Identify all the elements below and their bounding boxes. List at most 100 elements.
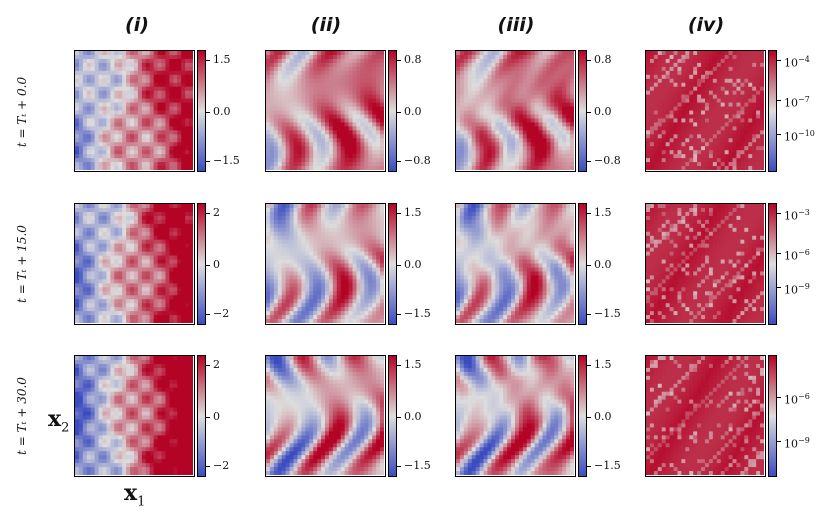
heatmap-cell bbox=[98, 146, 104, 151]
heatmap-cell bbox=[693, 150, 698, 155]
heatmap-cell bbox=[98, 54, 104, 60]
heatmap-cell bbox=[479, 54, 485, 60]
heatmap-cell bbox=[352, 51, 358, 56]
heatmap-cell bbox=[685, 98, 690, 104]
heatmap-cell bbox=[293, 162, 299, 167]
heatmap-cell bbox=[744, 106, 749, 112]
heatmap-cell bbox=[285, 207, 291, 213]
heatmap-cell bbox=[114, 259, 119, 265]
heatmap-cell bbox=[141, 138, 147, 143]
heatmap-cell bbox=[487, 62, 492, 68]
heatmap-cell bbox=[169, 162, 174, 167]
heatmap-cell bbox=[137, 255, 143, 261]
heatmap-cell bbox=[336, 54, 342, 60]
heatmap-cell bbox=[328, 166, 334, 170]
heatmap-image bbox=[266, 204, 384, 323]
heatmap-cell bbox=[75, 158, 80, 163]
heatmap-cell bbox=[328, 58, 334, 64]
heatmap-cell bbox=[459, 146, 465, 151]
heatmap-cell bbox=[724, 86, 730, 92]
heatmap-cell bbox=[562, 166, 567, 170]
heatmap-cell bbox=[90, 142, 96, 147]
heatmap-cell bbox=[344, 142, 350, 147]
heatmap-cell bbox=[157, 267, 163, 273]
heatmap-cell bbox=[153, 138, 159, 143]
heatmap-cell bbox=[522, 110, 528, 116]
heatmap-cell bbox=[165, 243, 170, 249]
heatmap-cell bbox=[78, 211, 84, 217]
heatmap-cell bbox=[185, 134, 190, 139]
heatmap-cell bbox=[173, 299, 178, 304]
heatmap-cell bbox=[90, 66, 96, 72]
heatmap-cell bbox=[344, 58, 350, 64]
x-axis-label: x1 bbox=[124, 480, 146, 510]
heatmap-cell bbox=[705, 90, 710, 96]
heatmap-cell bbox=[760, 118, 764, 123]
heatmap-cell bbox=[693, 158, 698, 163]
heatmap-cell bbox=[467, 150, 473, 155]
heatmap-cell bbox=[266, 78, 271, 84]
heatmap-cell bbox=[281, 263, 287, 269]
heatmap-cell bbox=[277, 239, 283, 245]
heatmap-cell bbox=[134, 166, 139, 170]
heatmap-cell bbox=[149, 130, 155, 135]
heatmap-cell bbox=[118, 62, 123, 68]
heatmap-cell bbox=[165, 315, 170, 320]
heatmap-cell bbox=[118, 275, 123, 280]
heatmap-cell bbox=[511, 86, 516, 92]
heatmap-cell bbox=[562, 126, 567, 131]
heatmap-cell bbox=[75, 154, 80, 159]
heatmap-cell bbox=[673, 126, 679, 131]
heatmap-cell bbox=[281, 207, 287, 213]
heatmap-cell bbox=[297, 204, 302, 209]
heatmap-cell bbox=[173, 51, 178, 56]
heatmap-cell bbox=[348, 130, 354, 135]
heatmap-cell bbox=[491, 122, 496, 127]
heatmap-cell bbox=[336, 146, 342, 151]
heatmap-cell bbox=[701, 162, 706, 167]
heatmap-cell bbox=[321, 122, 326, 127]
heatmap-cell bbox=[483, 166, 489, 170]
heatmap-cell bbox=[90, 275, 96, 280]
heatmap-cell bbox=[285, 110, 291, 116]
heatmap-cell bbox=[106, 263, 111, 269]
heatmap-cell bbox=[325, 150, 330, 155]
heatmap-cell bbox=[281, 247, 287, 253]
heatmap-cell bbox=[141, 74, 147, 80]
heatmap-cell bbox=[522, 94, 528, 100]
heatmap-cell bbox=[94, 259, 100, 265]
heatmap-cell bbox=[301, 142, 306, 147]
heatmap-cell bbox=[495, 70, 500, 76]
heatmap-cell bbox=[269, 114, 275, 120]
heatmap-cell bbox=[273, 267, 279, 273]
heatmap-cell bbox=[487, 158, 492, 163]
heatmap-cell bbox=[102, 70, 108, 76]
heatmap-cell bbox=[269, 204, 275, 209]
heatmap-cell bbox=[90, 102, 96, 108]
heatmap-cell bbox=[110, 114, 115, 120]
heatmap-cell bbox=[321, 247, 326, 253]
heatmap-cell bbox=[297, 66, 302, 72]
heatmap-cell bbox=[75, 98, 80, 104]
heatmap-cell bbox=[75, 138, 80, 143]
heatmap-cell bbox=[114, 138, 119, 143]
heatmap-cell bbox=[102, 51, 108, 56]
heatmap-cell bbox=[562, 138, 567, 143]
heatmap-cell bbox=[693, 118, 698, 123]
heatmap-cell bbox=[487, 146, 492, 151]
heatmap-cell bbox=[681, 166, 686, 170]
heatmap-cell bbox=[78, 130, 84, 135]
heatmap-cell bbox=[78, 219, 84, 225]
heatmap-cell bbox=[705, 70, 710, 76]
heatmap-cell bbox=[185, 275, 190, 280]
heatmap-cell bbox=[145, 134, 151, 139]
heatmap-cell bbox=[289, 239, 295, 245]
heatmap-cell bbox=[277, 207, 283, 213]
heatmap-cell bbox=[724, 118, 730, 123]
heatmap-cell bbox=[321, 207, 326, 213]
heatmap-cell bbox=[313, 66, 318, 72]
heatmap-cell bbox=[487, 126, 492, 131]
heatmap-cell bbox=[554, 126, 559, 131]
heatmap-cell bbox=[376, 110, 381, 116]
heatmap-cell bbox=[277, 150, 283, 155]
